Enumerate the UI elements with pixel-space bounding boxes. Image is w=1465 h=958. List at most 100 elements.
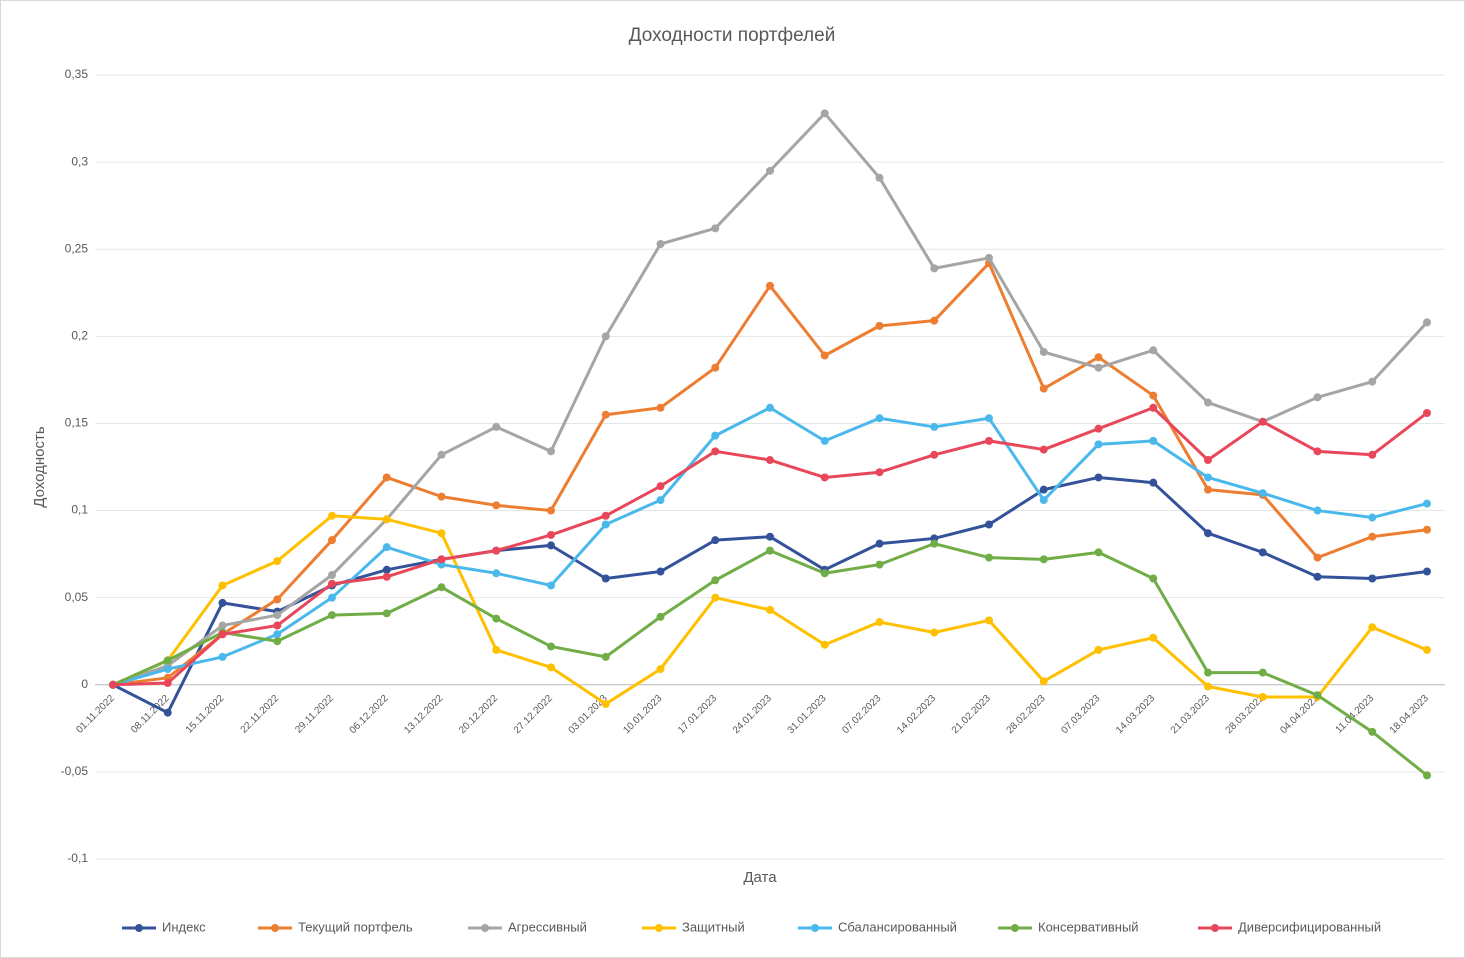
data-point — [437, 492, 446, 501]
data-point — [163, 679, 172, 688]
data-point — [656, 612, 665, 621]
data-point — [1313, 393, 1322, 402]
data-point — [1149, 574, 1158, 583]
data-point — [492, 422, 501, 431]
data-point — [1423, 567, 1431, 576]
data-point — [656, 403, 665, 412]
legend-marker — [655, 924, 663, 932]
data-point — [766, 281, 774, 290]
legend-label: Текущий портфель — [298, 919, 413, 934]
data-point — [820, 351, 829, 360]
data-point — [547, 506, 555, 515]
data-point — [601, 520, 610, 529]
data-point — [875, 539, 884, 548]
data-point — [1423, 408, 1431, 417]
data-point — [930, 628, 939, 637]
y-axis-title: Доходность — [31, 426, 48, 508]
data-point — [766, 166, 774, 175]
data-point — [1313, 691, 1322, 700]
legend-label: Консервативный — [1038, 919, 1139, 934]
data-point — [328, 611, 336, 620]
x-axis-title: Дата — [743, 869, 777, 886]
data-point — [1149, 633, 1158, 642]
data-point — [382, 515, 391, 524]
data-point — [820, 473, 829, 482]
data-point — [875, 414, 884, 423]
data-point — [328, 579, 336, 588]
data-point — [601, 699, 610, 708]
y-tick-label: 0,15 — [65, 416, 89, 430]
legend-label: Защитный — [682, 919, 745, 934]
data-point — [601, 511, 610, 520]
data-point — [1039, 445, 1048, 454]
data-point — [1368, 574, 1377, 583]
data-point — [273, 621, 282, 630]
data-point — [1258, 417, 1267, 426]
data-point — [1204, 473, 1212, 482]
data-point — [1204, 485, 1212, 494]
data-point — [1094, 363, 1103, 372]
data-point — [985, 520, 993, 529]
data-point — [930, 450, 939, 459]
data-point — [547, 541, 555, 550]
data-point — [1149, 391, 1158, 400]
data-point — [218, 598, 227, 607]
data-point — [1039, 348, 1048, 357]
data-point — [1423, 525, 1431, 534]
y-tick-label: 0,1 — [71, 503, 88, 517]
data-point — [985, 553, 993, 562]
data-point — [382, 565, 391, 574]
data-point — [1149, 403, 1158, 412]
data-point — [1039, 496, 1048, 505]
y-tick-label: -0,1 — [67, 851, 88, 865]
data-point — [1258, 668, 1267, 677]
legend-marker — [811, 924, 819, 932]
data-point — [273, 637, 282, 646]
y-tick-label: 0,35 — [65, 67, 89, 81]
data-point — [218, 652, 227, 661]
data-point — [492, 614, 501, 623]
data-point — [328, 571, 336, 580]
data-point — [985, 616, 993, 625]
data-point — [437, 450, 446, 459]
y-tick-label: 0,25 — [65, 241, 89, 255]
data-point — [711, 224, 720, 233]
data-point — [437, 529, 446, 538]
data-point — [1039, 555, 1048, 564]
data-point — [328, 511, 336, 520]
legend-label: Агрессивный — [508, 919, 587, 934]
legend-label: Сбалансированный — [838, 919, 957, 934]
data-point — [163, 665, 172, 674]
data-point — [1313, 572, 1322, 581]
data-point — [1094, 424, 1103, 433]
data-point — [930, 422, 939, 431]
data-point — [711, 593, 720, 602]
legend-marker — [1211, 924, 1219, 932]
data-point — [382, 609, 391, 618]
data-point — [547, 447, 555, 456]
data-point — [382, 473, 391, 482]
data-point — [1423, 499, 1431, 508]
data-point — [1258, 692, 1267, 701]
data-point — [1313, 506, 1322, 515]
data-point — [273, 611, 282, 620]
data-point — [930, 539, 939, 548]
data-point — [492, 501, 501, 510]
data-point — [1368, 532, 1377, 541]
data-point — [382, 543, 391, 552]
data-point — [1204, 668, 1212, 677]
data-point — [711, 447, 720, 456]
y-tick-label: 0,2 — [71, 329, 88, 343]
chart-title: Доходности портфелей — [629, 25, 836, 46]
data-point — [1149, 478, 1158, 487]
data-point — [656, 567, 665, 576]
y-tick-label: 0,05 — [65, 590, 89, 604]
data-point — [437, 555, 446, 564]
legend-marker — [135, 924, 143, 932]
data-point — [656, 496, 665, 505]
data-point — [218, 621, 227, 630]
data-point — [766, 403, 774, 412]
legend-marker — [1011, 924, 1019, 932]
data-point — [601, 332, 610, 341]
